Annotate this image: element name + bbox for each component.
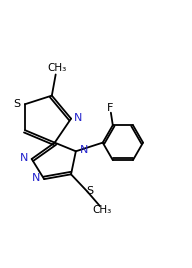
Text: CH₃: CH₃ [47,63,66,73]
Text: N: N [74,113,83,123]
Text: N: N [20,153,28,163]
Text: S: S [14,99,21,109]
Text: N: N [32,173,41,183]
Text: S: S [86,186,93,196]
Text: F: F [107,103,113,113]
Text: N: N [80,145,88,155]
Text: CH₃: CH₃ [92,205,111,215]
